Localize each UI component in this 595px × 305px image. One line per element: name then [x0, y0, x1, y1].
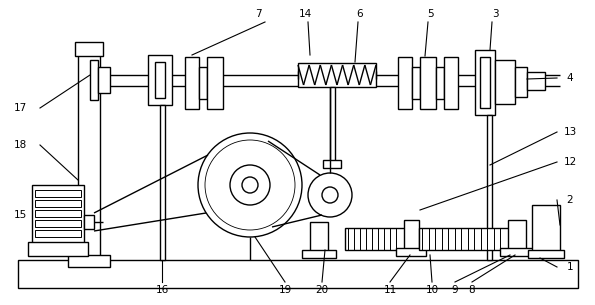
Text: 4: 4: [566, 73, 574, 83]
Bar: [298, 63, 376, 87]
Bar: [419, 228, 509, 250]
Bar: [487, 115, 492, 260]
Bar: [35, 230, 81, 237]
Bar: [420, 57, 436, 109]
Bar: [35, 200, 81, 207]
Text: 12: 12: [563, 157, 577, 167]
Bar: [495, 60, 515, 104]
Circle shape: [308, 173, 352, 217]
Circle shape: [230, 165, 270, 205]
Bar: [160, 105, 165, 260]
Bar: [412, 67, 420, 99]
Bar: [98, 67, 110, 93]
Text: 15: 15: [13, 210, 27, 220]
Text: 5: 5: [427, 9, 433, 19]
Bar: [302, 250, 336, 258]
Bar: [310, 222, 328, 252]
Circle shape: [242, 177, 258, 193]
Bar: [90, 60, 98, 100]
Text: 7: 7: [255, 9, 261, 19]
Bar: [330, 87, 335, 167]
Bar: [32, 185, 84, 245]
Bar: [185, 57, 199, 109]
Bar: [68, 255, 110, 267]
Text: 16: 16: [155, 285, 168, 295]
Bar: [35, 190, 81, 197]
Bar: [508, 220, 526, 250]
Bar: [84, 215, 94, 229]
Bar: [35, 220, 81, 227]
Bar: [207, 57, 223, 109]
Text: 6: 6: [356, 9, 364, 19]
Text: 20: 20: [315, 285, 328, 295]
Text: 1: 1: [566, 262, 574, 272]
Text: 17: 17: [13, 103, 27, 113]
Text: 14: 14: [298, 9, 312, 19]
Bar: [500, 248, 534, 256]
Bar: [155, 62, 165, 98]
Bar: [18, 260, 578, 288]
Bar: [148, 55, 172, 105]
Circle shape: [198, 133, 302, 237]
Bar: [35, 210, 81, 217]
Bar: [28, 242, 88, 256]
Bar: [323, 160, 341, 168]
Bar: [444, 57, 458, 109]
Text: 8: 8: [469, 285, 475, 295]
Bar: [475, 50, 495, 115]
Text: 9: 9: [452, 285, 458, 295]
Bar: [345, 228, 405, 250]
Bar: [404, 220, 419, 250]
Bar: [515, 67, 527, 97]
Text: 19: 19: [278, 285, 292, 295]
Text: 18: 18: [13, 140, 27, 150]
Bar: [78, 50, 100, 262]
Bar: [75, 42, 103, 56]
Bar: [436, 67, 444, 99]
Text: 2: 2: [566, 195, 574, 205]
Text: 3: 3: [491, 9, 499, 19]
Circle shape: [322, 187, 338, 203]
Circle shape: [205, 140, 295, 230]
Bar: [528, 250, 564, 258]
Bar: [527, 72, 545, 90]
Bar: [398, 57, 412, 109]
Bar: [199, 67, 207, 99]
Text: 13: 13: [563, 127, 577, 137]
Text: 11: 11: [383, 285, 397, 295]
Text: 10: 10: [425, 285, 439, 295]
Bar: [532, 205, 560, 253]
Bar: [480, 57, 490, 108]
Bar: [396, 248, 426, 256]
